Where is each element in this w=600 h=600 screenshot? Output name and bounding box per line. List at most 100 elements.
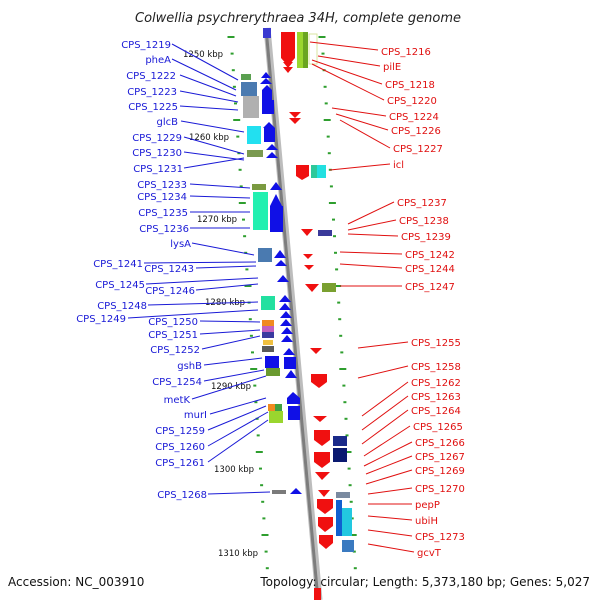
tick-mark	[261, 500, 265, 503]
gene-label: CPS_1255	[411, 338, 461, 349]
gene-arrow	[305, 284, 319, 292]
gene-expression-bar	[262, 332, 274, 338]
tick-mark	[261, 534, 269, 536]
tick-mark	[342, 384, 346, 387]
leader-line	[339, 263, 403, 269]
gene-label: CPS_1224	[389, 112, 439, 123]
tick-mark	[239, 185, 243, 188]
tick-mark	[332, 218, 335, 221]
gene-expression-bar	[272, 490, 286, 494]
leader-line	[363, 425, 411, 457]
gene-expression-bar	[269, 411, 283, 423]
gene-label: CPS_1225	[128, 102, 178, 113]
tick-mark	[238, 168, 242, 171]
gene-label: CPS_1234	[137, 192, 187, 203]
leader-line	[203, 369, 265, 382]
gene-block	[314, 452, 330, 468]
gene-label: CPS_1273	[415, 532, 465, 543]
gene-expression-bar	[263, 340, 273, 345]
gene-arrow	[281, 327, 293, 334]
gene-expression-bar	[336, 500, 342, 536]
gene-label: CPS_1239	[401, 232, 451, 243]
leader-line	[195, 283, 259, 291]
dna-backbone	[263, 27, 323, 600]
tick-mark	[236, 135, 240, 138]
leader-line	[347, 233, 399, 237]
leader-line	[329, 163, 391, 171]
tick-mark	[262, 517, 266, 520]
gene-expression-bar	[247, 150, 263, 157]
gene-block	[319, 535, 333, 549]
leader-line	[179, 105, 239, 111]
gene-label: CPS_1270	[415, 484, 465, 495]
leader-line	[191, 375, 267, 400]
gene-label: CPS_1262	[411, 378, 461, 389]
tick-tracks	[227, 36, 357, 570]
gene-label: CPS_1222	[126, 71, 176, 82]
tick-mark	[318, 36, 326, 38]
gene-arrow	[260, 78, 272, 84]
gene-label: icl	[393, 160, 404, 171]
gene-arrow	[285, 370, 297, 378]
gene-label: CPS_1258	[411, 362, 461, 373]
tick-mark	[352, 550, 356, 553]
gene-expression-bar	[252, 184, 266, 190]
gene-label: CPS_1266	[415, 438, 465, 449]
gene-label: gcvT	[417, 548, 442, 559]
gene-arrow	[287, 392, 300, 398]
tick-mark	[244, 251, 248, 254]
gene-arrow	[281, 335, 293, 342]
leader-line	[339, 119, 391, 149]
gene-label: CPS_1219	[121, 40, 171, 51]
gene-block	[317, 499, 333, 514]
gene-block	[284, 357, 296, 369]
gene-label: ubiH	[415, 516, 438, 527]
leader-line	[179, 90, 239, 103]
leader-line	[361, 381, 409, 417]
gene-arrow	[266, 144, 278, 150]
tick-mark	[339, 334, 343, 337]
tick-mark	[334, 285, 342, 287]
tick-mark	[349, 534, 357, 536]
leader-line	[207, 411, 269, 447]
leader-line	[335, 113, 389, 131]
tick-mark	[347, 467, 351, 470]
gene-label: CPS_1246	[145, 286, 195, 297]
gene-label: gshB	[177, 361, 202, 372]
gene-label: CPS_1265	[413, 422, 463, 433]
gene-label: CPS_1264	[411, 406, 461, 417]
gene-label: CPS_1267	[415, 452, 465, 463]
leader-line	[361, 409, 409, 445]
leader-line	[367, 487, 413, 495]
gene-arrow	[274, 250, 286, 258]
gene-arrow	[270, 194, 282, 206]
gene-block	[262, 85, 272, 100]
tick-mark	[337, 301, 341, 304]
tick-mark	[328, 202, 336, 204]
gene-arrow	[310, 348, 322, 354]
gene-expression-bar	[336, 492, 350, 498]
leader-line	[145, 277, 259, 285]
gene-expression-bar	[342, 540, 354, 552]
gene-block	[262, 100, 274, 114]
tick-mark	[324, 102, 328, 105]
tick-mark	[234, 102, 237, 105]
tick-mark	[251, 351, 254, 354]
tick-mark	[265, 567, 269, 570]
leader-line	[183, 151, 245, 161]
leader-line	[189, 195, 251, 199]
kbp-marker: 1300 kbp	[214, 465, 254, 475]
leader-line	[179, 74, 237, 97]
leader-line	[367, 529, 413, 537]
gene-label: CPS_1237	[397, 198, 447, 209]
leader-line	[201, 335, 261, 350]
gene-arrow	[263, 122, 275, 128]
tick-mark	[323, 85, 327, 88]
gene-arrow	[301, 229, 313, 236]
gene-expression-bar	[268, 404, 275, 411]
tick-mark	[244, 285, 252, 287]
leader-line	[367, 515, 413, 521]
gene-block	[265, 356, 279, 368]
dna-backbone-line	[264, 27, 320, 600]
kbp-marker: 1270 kbp	[197, 215, 237, 225]
